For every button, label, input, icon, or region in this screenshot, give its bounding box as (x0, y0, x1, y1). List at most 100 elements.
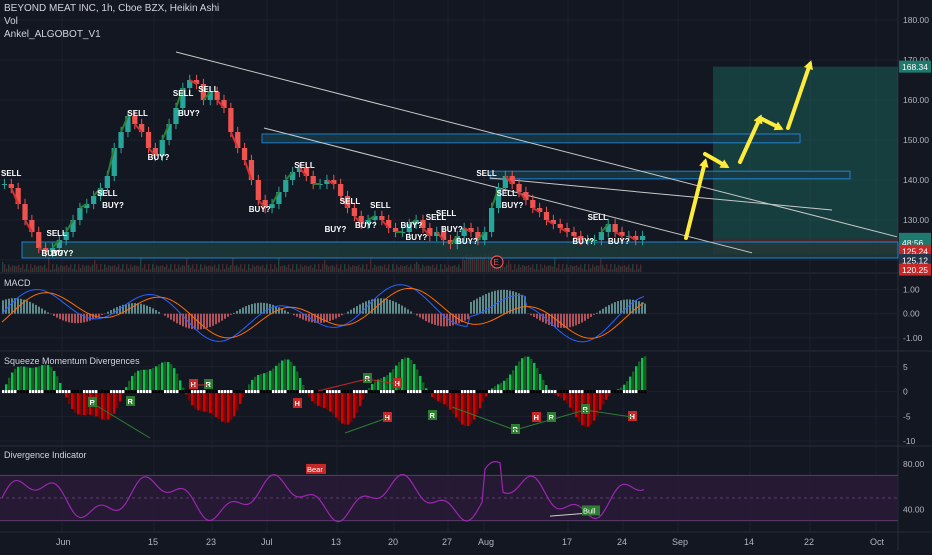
squeeze-momentum-bar (167, 362, 169, 392)
squeeze-dot (347, 390, 349, 393)
macd-histogram-bar (224, 314, 226, 319)
squeeze-dot (158, 390, 160, 393)
squeeze-momentum-bar (68, 392, 70, 404)
squeeze-dot (95, 390, 97, 393)
squeeze-dot (569, 390, 571, 393)
squeeze-dot (23, 390, 25, 393)
squeeze-dot (296, 390, 298, 393)
squeeze-dot (572, 390, 574, 393)
volume-bar (460, 268, 461, 272)
squeeze-momentum-bar (209, 392, 211, 414)
squeeze-div-badge-label: R (430, 411, 436, 420)
volume-bar (358, 265, 359, 272)
squeeze-momentum-bar (17, 367, 19, 392)
squeeze-momentum-bar (452, 392, 454, 414)
x-tick-label: 27 (442, 537, 452, 547)
squeeze-dot (194, 390, 196, 393)
volume-bar (572, 266, 573, 272)
macd-histogram-bar (431, 314, 433, 324)
macd-histogram-bar (254, 303, 256, 313)
macd-histogram-bar (488, 293, 490, 314)
squeeze-dot (92, 390, 94, 393)
volume-bar (144, 264, 145, 272)
macd-histogram-bar (251, 304, 253, 314)
squeeze-momentum-bar (278, 363, 280, 392)
squeeze-dot (446, 390, 448, 393)
squeeze-dot (101, 390, 103, 393)
volume-bar (256, 265, 257, 272)
signal-label-buy: BUY? (249, 205, 271, 214)
squeeze-dot (554, 390, 556, 393)
divergence-y-tick-label: 40.00 (903, 504, 925, 514)
resistance-zone-upper (262, 134, 800, 143)
volume-bar (88, 266, 89, 272)
squeeze-momentum-bar (539, 374, 541, 392)
volume-bar (594, 267, 595, 272)
volume-bar (604, 268, 605, 272)
squeeze-momentum-bar (20, 366, 22, 391)
squeeze-dot (11, 390, 13, 393)
candle-body (105, 176, 110, 188)
squeeze-momentum-bar (440, 392, 442, 403)
squeeze-dot (470, 390, 472, 393)
volume-bar (298, 268, 299, 272)
volume-bar (290, 269, 291, 272)
macd-histogram-bar (635, 300, 637, 313)
volume-bar (608, 269, 609, 272)
squeeze-y-tick-label: 5 (903, 362, 908, 372)
volume-bar (248, 264, 249, 272)
squeeze-dot (314, 390, 316, 393)
macd-histogram-bar (374, 299, 376, 314)
squeeze-momentum-bar (161, 363, 163, 392)
signal-label-sell: SELL (198, 85, 219, 94)
divergence-y-tick-label: 80.00 (903, 459, 925, 469)
macd-histogram-bar (170, 314, 172, 320)
macd-histogram-bar (467, 314, 469, 319)
macd-histogram-bar (74, 314, 76, 323)
squeeze-momentum-bar (503, 381, 505, 392)
volume-bar (190, 268, 191, 272)
squeeze-momentum-bar (218, 392, 220, 420)
volume-bar (56, 264, 57, 272)
squeeze-momentum-bar (518, 361, 520, 391)
squeeze-momentum-bar (455, 392, 457, 418)
volume-bar (348, 264, 349, 272)
squeeze-momentum-bar (107, 392, 109, 420)
macd-histogram-bar (350, 310, 352, 314)
volume-bar (282, 266, 283, 272)
macd-histogram-bar (278, 307, 280, 313)
squeeze-momentum-bar (263, 373, 265, 391)
squeeze-dot (614, 390, 616, 393)
squeeze-momentum-bar (143, 370, 145, 392)
volume-bar (236, 265, 237, 272)
volume-bar (168, 268, 169, 272)
macd-histogram-bar (296, 314, 298, 317)
candle-body (338, 184, 343, 196)
squeeze-dot (26, 390, 28, 393)
volume-bar (16, 266, 17, 272)
squeeze-dot (263, 390, 265, 393)
squeeze-dot (479, 390, 481, 393)
squeeze-dot (98, 390, 100, 393)
squeeze-momentum-bar (386, 375, 388, 392)
squeeze-dot (608, 390, 610, 393)
squeeze-momentum-bar (287, 360, 289, 392)
squeeze-dot (20, 390, 22, 393)
squeeze-dot (218, 390, 220, 393)
volume-bar (342, 270, 343, 272)
squeeze-dot (248, 390, 250, 393)
squeeze-dot (527, 390, 529, 393)
volume-bar (280, 266, 281, 272)
volume-bar (44, 265, 45, 272)
squeeze-dot (287, 390, 289, 393)
squeeze-dot (599, 390, 601, 393)
macd-histogram-bar (227, 314, 229, 317)
macd-histogram-bar (218, 314, 220, 323)
volume-bar (286, 267, 287, 272)
squeeze-dot (578, 390, 580, 393)
volume-bar (34, 265, 35, 272)
macd-histogram-bar (158, 312, 160, 314)
macd-histogram-bar (173, 314, 175, 322)
